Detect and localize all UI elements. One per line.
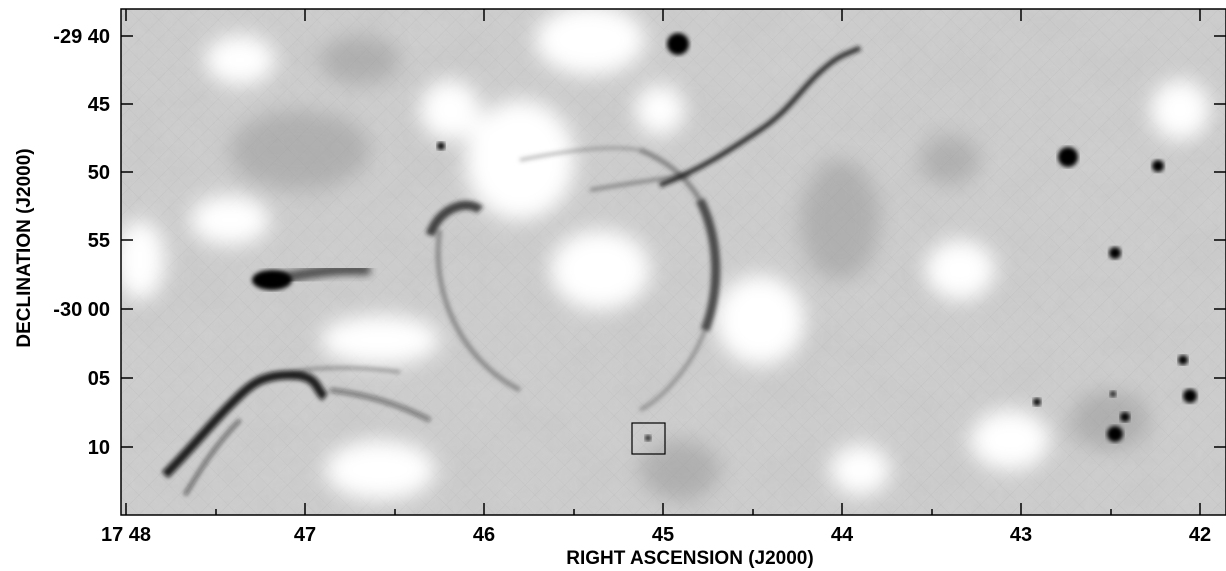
y-axis-title: DECLINATION (J2000) — [14, 148, 35, 347]
shell-ring — [425, 146, 721, 412]
radio-image — [121, 9, 1226, 515]
y-tick-label: 55 — [88, 230, 110, 252]
lower-left-filaments — [161, 366, 432, 497]
plot-frame — [120, 8, 1226, 516]
diffuse-emission — [230, 35, 1150, 500]
x-tick-label: 46 — [473, 524, 495, 546]
x-tick-label: 44 — [831, 524, 854, 546]
y-tick-label: -29 40 — [53, 26, 110, 48]
cometary-source — [252, 264, 371, 290]
source-marker-box — [631, 422, 666, 455]
x-tick-label: 42 — [1189, 524, 1211, 546]
y-tick-labels: -29 40 45 50 55 -30 00 05 10 — [53, 26, 110, 459]
filament-streak — [659, 45, 862, 188]
bright-regions — [121, 9, 1210, 500]
x-axis-title: RIGHT ASCENSION (J2000) — [566, 548, 813, 569]
point-sources — [437, 33, 1197, 442]
y-tick-label: 10 — [88, 437, 110, 459]
x-tick-label: 43 — [1010, 524, 1032, 546]
x-axis-ticks — [125, 9, 1201, 515]
x-tick-label: 45 — [652, 524, 674, 546]
y-tick-label: 05 — [88, 368, 110, 390]
y-tick-label: -30 00 — [53, 299, 110, 321]
y-axis-ticks — [121, 35, 1226, 448]
y-tick-label: 45 — [88, 94, 110, 116]
x-tick-label: 47 — [294, 524, 316, 546]
x-tick-labels: 17 48 47 46 45 44 43 42 — [101, 524, 1211, 546]
y-tick-label: 50 — [88, 162, 110, 184]
x-tick-label: 17 48 — [101, 524, 151, 546]
